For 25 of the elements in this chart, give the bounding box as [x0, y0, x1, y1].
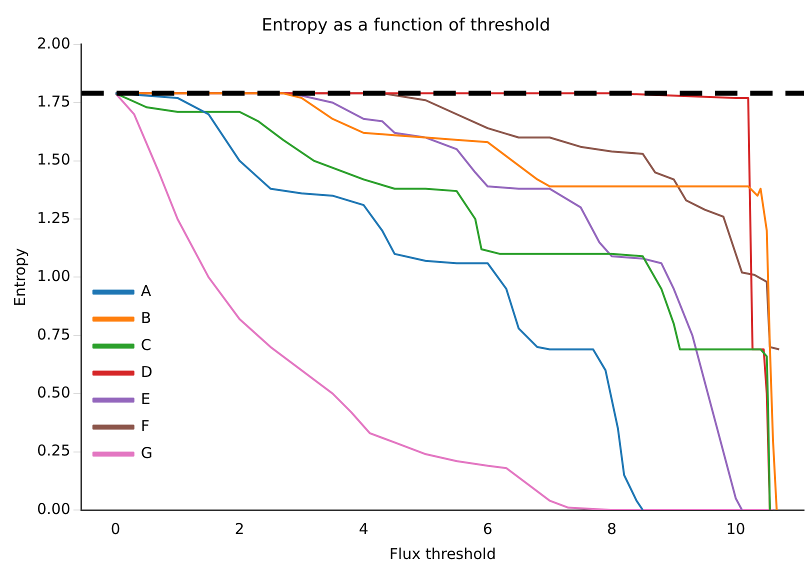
x-tick-label: 0 [110, 520, 120, 538]
x-axis-title: Flux threshold [389, 544, 496, 563]
y-tick-label: 0.25 [36, 442, 70, 460]
legend-label: F [140, 416, 150, 435]
x-tick-label: 6 [482, 520, 492, 538]
legend-label: G [140, 444, 153, 462]
y-tick-label: 1.25 [36, 208, 70, 227]
y-tick-label: 2.00 [36, 34, 70, 52]
y-tick-label: 1.00 [36, 267, 70, 286]
y-tick-label: 1.50 [36, 150, 70, 169]
x-tick-label: 10 [726, 520, 746, 538]
legend-label: D [140, 362, 152, 381]
legend-label: A [140, 282, 152, 300]
y-tick-label: 0.00 [36, 500, 70, 518]
legend-label: B [140, 308, 152, 327]
legend-label: C [140, 336, 152, 354]
legend-label: E [140, 390, 150, 408]
x-tick-label: 4 [358, 520, 368, 538]
y-tick-label: 0.50 [36, 383, 70, 402]
x-tick-label: 2 [234, 520, 244, 538]
chart-title: Entropy as a function of threshold [262, 16, 550, 36]
x-tick-label: 8 [606, 520, 616, 538]
y-tick-label: 1.75 [36, 92, 70, 110]
y-axis-title: Entropy [10, 248, 29, 306]
y-tick-label: 0.75 [36, 325, 70, 344]
